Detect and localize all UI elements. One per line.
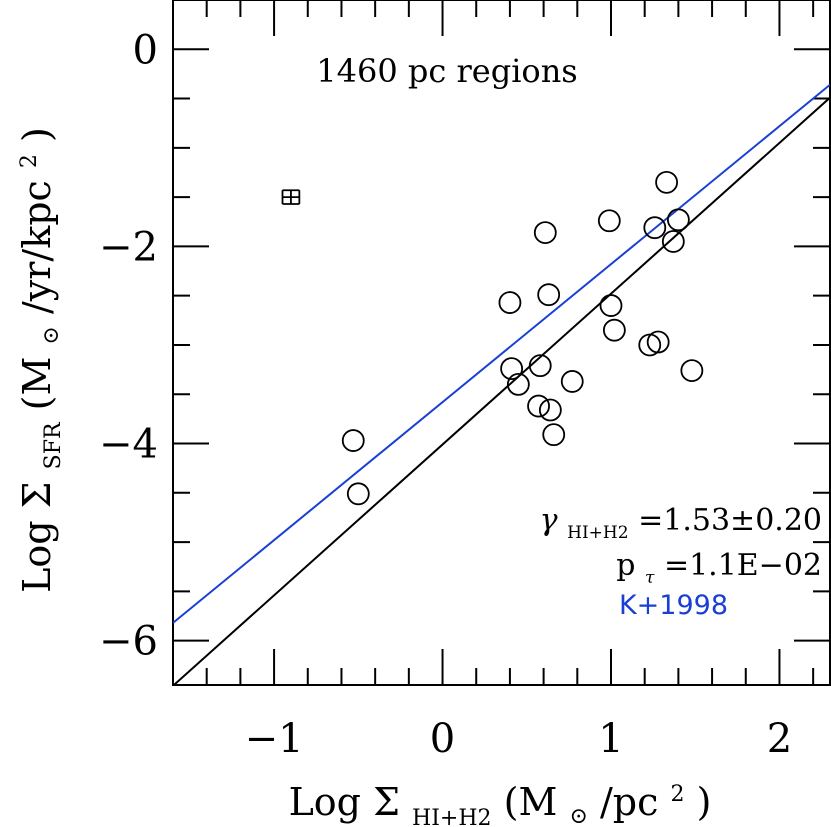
data-point (533, 221, 557, 245)
data-point (506, 372, 530, 396)
reference-line-label: K+1998 (619, 590, 728, 621)
trend-lines (173, 83, 830, 685)
ptau-annotation: p τ =1.1E−02 (616, 548, 822, 591)
gamma-symbol: γ (540, 503, 558, 538)
x-tick-label: −1 (245, 716, 304, 762)
gamma-subscript: HI+H2 (567, 523, 628, 543)
x-label-subscript: HI+H2 (412, 806, 492, 827)
fit-line (173, 96, 830, 685)
data-point (560, 370, 584, 393)
data-point (661, 230, 685, 253)
data-point (346, 482, 370, 506)
x-label-sun-symbol: ⊙ (569, 804, 587, 827)
data-point (500, 357, 524, 381)
chart-title: 1460 pc regions (316, 52, 577, 90)
gamma-value: =1.53±0.20 (638, 503, 822, 538)
data-point (528, 354, 552, 378)
x-axis-label: Log Σ HI+H2 (M ⊙ /pc 2 ) (289, 766, 712, 827)
y-label-tail: /yr/kpc (15, 180, 59, 314)
data-point (599, 294, 623, 317)
y-tick-label: −6 (99, 619, 158, 665)
x-tick-label: 1 (598, 716, 623, 762)
data-point (527, 394, 550, 418)
y-axis-label: Log Σ SFR (M ⊙ /yr/kpc 2 ) (1, 127, 69, 593)
x-label-close: ) (697, 780, 712, 824)
data-point (542, 423, 566, 447)
data-point (646, 330, 670, 354)
data-point (597, 209, 621, 233)
x-tick-label: 0 (430, 716, 455, 762)
error-bar (281, 189, 301, 205)
y-label-suffix: (M (15, 357, 59, 411)
plot-frame (172, 0, 831, 686)
y-label-close: ) (15, 127, 59, 142)
data-point (680, 359, 704, 382)
data-point (538, 398, 562, 422)
y-label-subscript: SFR (41, 421, 66, 469)
data-point (602, 318, 626, 342)
tick-labels: −1 0 1 2 −6 −4 −2 0 (99, 27, 792, 762)
data-point (643, 216, 667, 240)
ptau-subscript: τ (645, 568, 655, 588)
data-point (498, 291, 522, 314)
y-tick-label: −4 (99, 422, 158, 468)
y-tick-label: 0 (133, 27, 158, 73)
axis-ticks (172, 0, 830, 685)
data-point (655, 170, 678, 194)
x-tick-label: 2 (767, 716, 792, 762)
ptau-symbol: p (616, 548, 635, 583)
data-point (537, 283, 561, 307)
data-point (341, 429, 365, 452)
ptau-value: =1.1E−02 (664, 548, 822, 583)
gamma-annotation: γ HI+H2 =1.53±0.20 (540, 503, 822, 546)
data-point (666, 208, 690, 232)
x-label-suffix: (M (504, 780, 558, 824)
y-label-sun-symbol: ⊙ (39, 326, 64, 344)
y-label-superscript: 2 (17, 154, 42, 168)
reference-line (173, 83, 830, 624)
x-label-prefix: Log Σ (289, 780, 400, 824)
data-points (341, 170, 704, 506)
x-label-tail: /pc (600, 780, 658, 824)
x-label-superscript: 2 (671, 782, 685, 807)
y-tick-label: −2 (99, 224, 158, 270)
y-label-prefix: Log Σ (15, 481, 59, 592)
